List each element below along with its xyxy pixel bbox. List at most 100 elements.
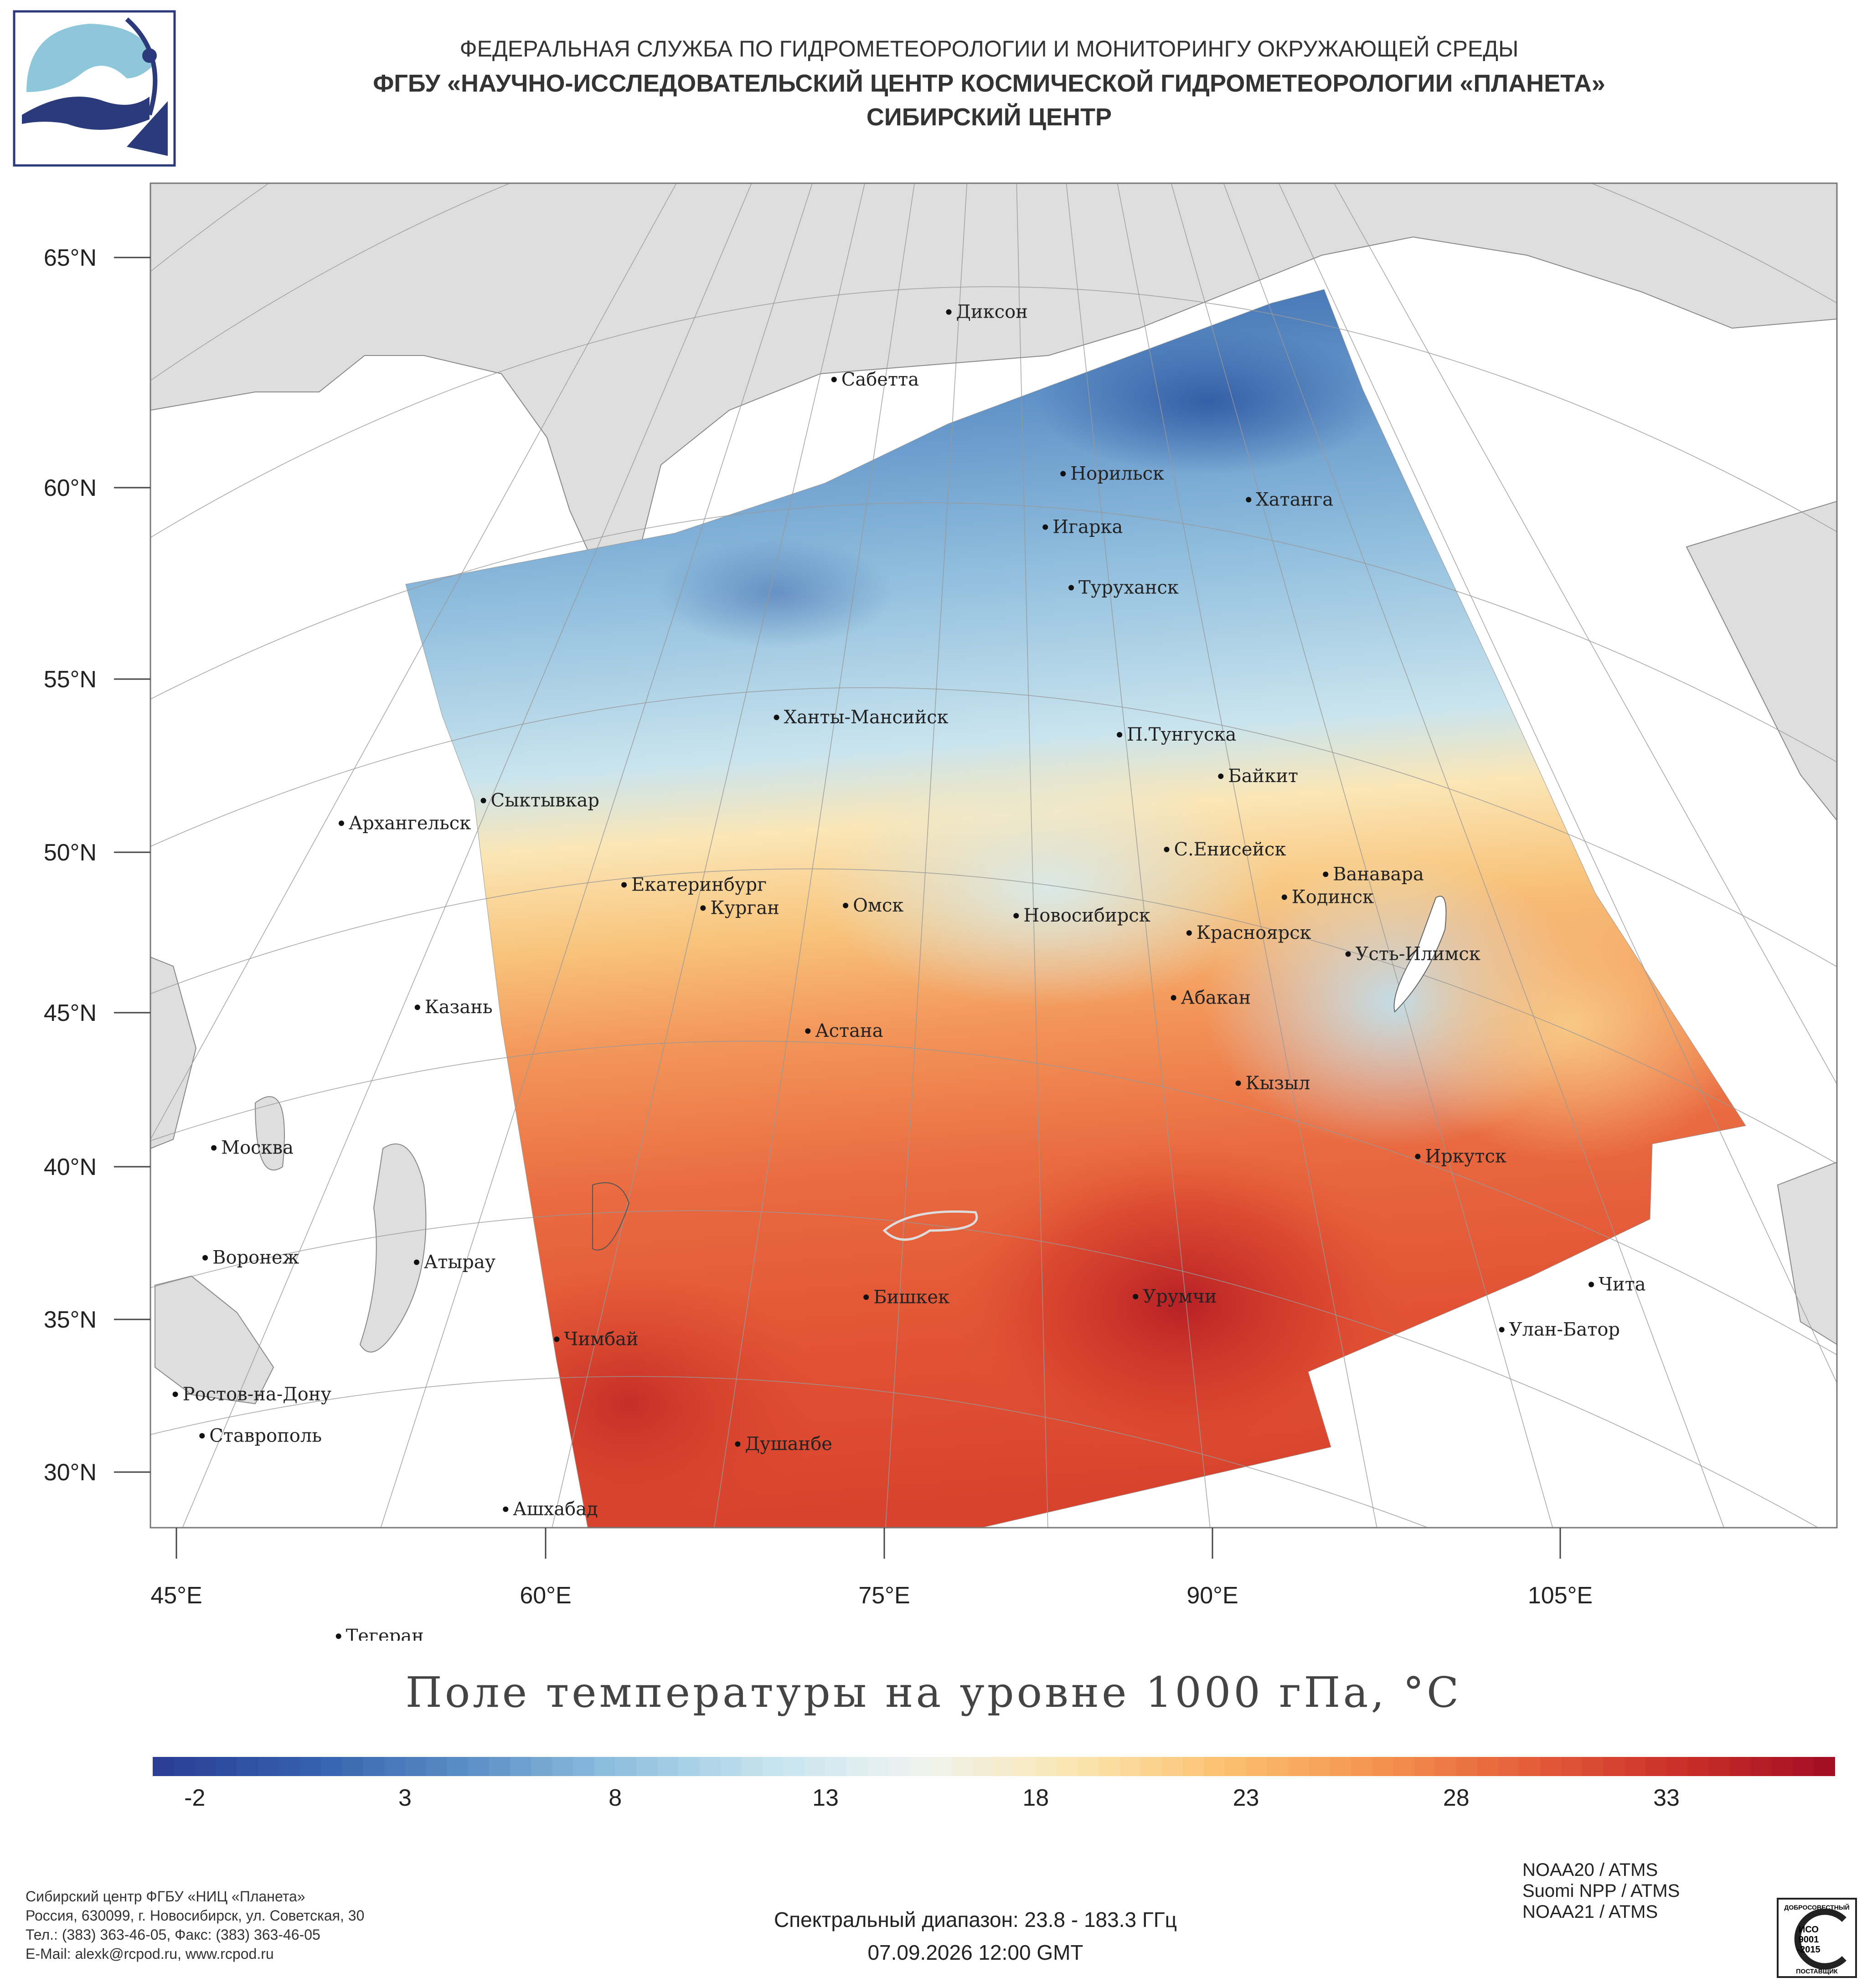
city-marker: Урумчи bbox=[1133, 1286, 1217, 1307]
colorbar-cell bbox=[678, 1757, 700, 1776]
city-dot bbox=[414, 1004, 420, 1010]
colorbar-tick-label: 23 bbox=[1233, 1785, 1259, 1811]
colorbar-cell bbox=[951, 1757, 973, 1776]
city-dot bbox=[946, 309, 952, 315]
city-label: Тегеран bbox=[346, 1626, 424, 1641]
spectral-range: Спектральный диапазон: 23.8 - 183.3 ГГц bbox=[774, 1908, 1177, 1931]
contact-block: Сибирский центр ФГБУ «НИЦ «Планета» Росс… bbox=[26, 1887, 364, 1963]
colorbar-cell bbox=[1792, 1757, 1814, 1776]
colorbar-cell bbox=[1414, 1757, 1436, 1776]
city-marker: Улан-Батор bbox=[1499, 1319, 1620, 1340]
city-marker: Норильск bbox=[1060, 463, 1164, 484]
lat-label: 30°N bbox=[44, 1459, 97, 1486]
city-dot bbox=[1323, 871, 1329, 877]
map-title: Поле температуры на уровне 1000 гПа, °С bbox=[405, 1668, 1462, 1717]
city-dot bbox=[843, 902, 849, 908]
city-dot bbox=[1013, 913, 1019, 919]
colorbar-cell bbox=[1687, 1757, 1709, 1776]
colorbar-cell bbox=[1435, 1757, 1457, 1776]
colorbar-cell bbox=[1140, 1757, 1162, 1776]
city-label: Чита bbox=[1599, 1274, 1646, 1295]
colorbar-cell bbox=[1119, 1757, 1141, 1776]
colorbar-tick-label: 28 bbox=[1443, 1785, 1470, 1811]
colorbar-cell bbox=[846, 1757, 868, 1776]
city-label: Ашхабад bbox=[513, 1499, 598, 1520]
city-label: Улан-Батор bbox=[1509, 1319, 1620, 1340]
colorbar-cell bbox=[972, 1757, 994, 1776]
colorbar-cell bbox=[510, 1757, 532, 1776]
footer-org: Сибирский центр ФГБУ «НИЦ «Планета» bbox=[26, 1888, 305, 1905]
city-dot bbox=[1068, 585, 1074, 591]
colorbar-cell bbox=[153, 1757, 175, 1776]
city-marker: Душанбе bbox=[735, 1434, 832, 1455]
city-dot bbox=[1415, 1154, 1421, 1159]
colorbar-cell bbox=[1645, 1757, 1667, 1776]
colorbar-cell bbox=[1351, 1757, 1373, 1776]
colorbar-cell bbox=[1729, 1757, 1751, 1776]
colorbar-cell bbox=[699, 1757, 721, 1776]
temperature-map: 65°N 60°N 55°N 50°N 45°N 40°N 35°N 30°N 45°E 60°… bbox=[44, 182, 1838, 1641]
city-dot bbox=[700, 905, 706, 911]
colorbar-cell bbox=[1771, 1757, 1793, 1776]
iso-mid3: -2015 bbox=[1797, 1945, 1820, 1955]
footer-phones: Тел.: (383) 363-46-05, Факс: (383) 363-4… bbox=[26, 1926, 320, 1943]
iso-badge: ДОБРОСОВЕСТНЫЙ ИСО 9001 -2015 ПОСТАВЩИК bbox=[1777, 1898, 1857, 1978]
city-dot bbox=[480, 798, 486, 803]
observation-datetime: 07.09.2026 12:00 GMT bbox=[867, 1941, 1083, 1964]
colorbar-cell bbox=[594, 1757, 616, 1776]
colorbar-cell bbox=[321, 1757, 343, 1776]
lon-label: 60°E bbox=[520, 1582, 571, 1609]
city-label: Красноярск bbox=[1197, 922, 1311, 943]
city-label: Атырау bbox=[424, 1252, 496, 1273]
city-dot bbox=[335, 1633, 341, 1639]
city-dot bbox=[863, 1294, 869, 1300]
city-marker: Диксон bbox=[946, 302, 1028, 323]
colorbar-cell bbox=[531, 1757, 553, 1776]
city-label: Екатеринбург bbox=[631, 874, 767, 895]
city-label: Казань bbox=[425, 997, 493, 1018]
lat-label: 65°N bbox=[44, 245, 97, 271]
city-marker: Чимбай bbox=[554, 1329, 639, 1350]
city-marker: Казань bbox=[414, 997, 493, 1018]
colorbar-cell bbox=[552, 1757, 574, 1776]
city-label: Норильск bbox=[1070, 463, 1164, 484]
city-label: Воронеж bbox=[212, 1247, 299, 1268]
lat-label: 35°N bbox=[44, 1307, 97, 1333]
city-marker: Ставрополь bbox=[199, 1425, 322, 1446]
city-label: Ростов-на-Дону bbox=[183, 1384, 332, 1405]
city-marker: Курган bbox=[700, 897, 779, 918]
city-marker: Туруханск bbox=[1068, 577, 1179, 598]
city-marker: Екатеринбург bbox=[621, 874, 767, 895]
city-label: С.Енисейск bbox=[1174, 839, 1286, 860]
colorbar-cell bbox=[1561, 1757, 1583, 1776]
colorbar-cell bbox=[216, 1757, 237, 1776]
colorbar-cell bbox=[447, 1757, 469, 1776]
city-marker: Бишкек bbox=[863, 1287, 949, 1308]
city-marker: С.Енисейск bbox=[1164, 839, 1286, 860]
city-marker: Москва bbox=[211, 1138, 294, 1159]
city-label: Кызыл bbox=[1246, 1073, 1310, 1094]
city-label: Архангельск bbox=[349, 813, 471, 834]
city-dot bbox=[1060, 471, 1066, 477]
colorbar-cell bbox=[615, 1757, 637, 1776]
colorbar-cell bbox=[1750, 1757, 1772, 1776]
colorbar-cell bbox=[1246, 1757, 1268, 1776]
city-dot bbox=[211, 1145, 217, 1151]
colorbar-cell bbox=[909, 1757, 931, 1776]
sensor-item: NOAA21 / ATMS bbox=[1522, 1902, 1658, 1922]
city-label: Ванавара bbox=[1333, 864, 1424, 885]
city-dot bbox=[805, 1028, 811, 1034]
city-dot bbox=[1171, 995, 1176, 1001]
city-marker: Тегеран bbox=[335, 1626, 424, 1641]
acquisition-info: Спектральный диапазон: 23.8 - 183.3 ГГц … bbox=[547, 1903, 1404, 1969]
colorbar-cell bbox=[237, 1757, 258, 1776]
city-marker: Сабетта bbox=[831, 369, 919, 390]
footer-address: Россия, 630099, г. Новосибирск, ул. Сове… bbox=[26, 1907, 365, 1924]
colorbar-cell bbox=[1309, 1757, 1331, 1776]
city-marker: Абакан bbox=[1171, 987, 1251, 1008]
city-label: Кодинск bbox=[1292, 887, 1374, 908]
colorbar-cell bbox=[1015, 1757, 1037, 1776]
city-dot bbox=[1246, 497, 1252, 503]
city-dot bbox=[1186, 930, 1192, 936]
footer-email[interactable]: E-Mail: alexk@rcpod.ru, www.rcpod.ru bbox=[26, 1946, 274, 1962]
